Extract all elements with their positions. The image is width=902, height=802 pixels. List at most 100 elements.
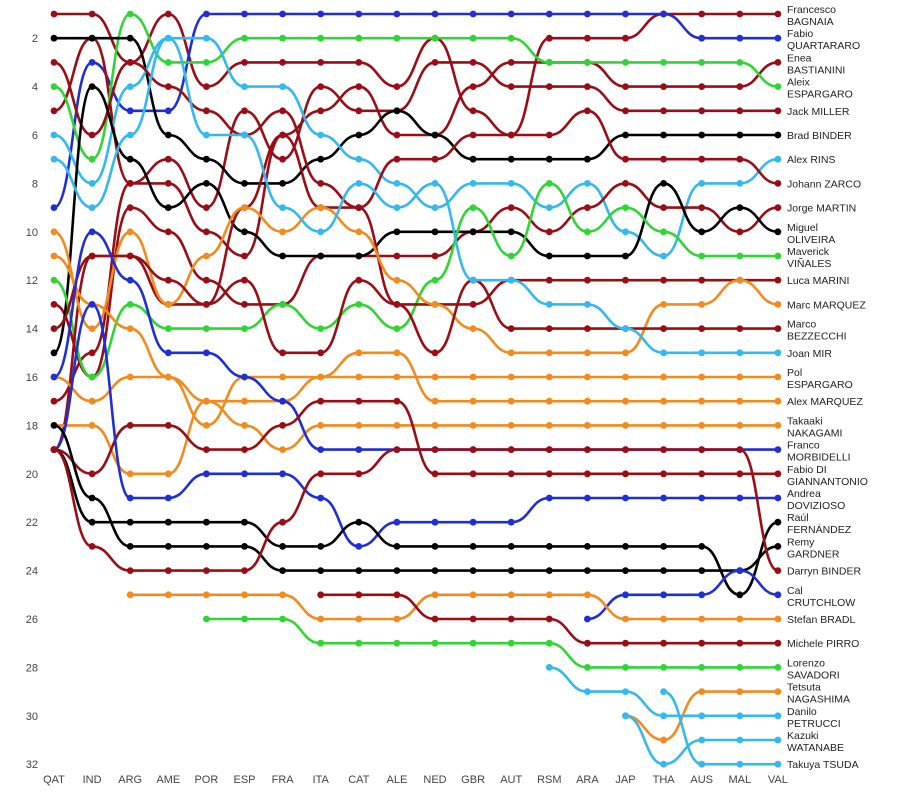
data-point bbox=[736, 252, 744, 260]
data-point bbox=[507, 591, 515, 599]
series-line bbox=[205, 617, 780, 669]
data-point bbox=[469, 10, 477, 18]
data-point bbox=[203, 446, 210, 453]
data-point bbox=[203, 615, 210, 623]
data-point bbox=[469, 59, 477, 66]
data-point bbox=[431, 276, 439, 284]
data-point bbox=[774, 470, 782, 478]
data-point bbox=[126, 518, 134, 526]
rider-label-line: Remy bbox=[787, 536, 815, 548]
data-point bbox=[660, 276, 667, 284]
data-point bbox=[545, 276, 553, 284]
data-point bbox=[393, 83, 401, 90]
data-point bbox=[393, 107, 401, 115]
rider-label-line: Maverick bbox=[787, 246, 830, 258]
data-point bbox=[469, 180, 477, 187]
data-point bbox=[584, 446, 591, 453]
data-point bbox=[622, 59, 629, 66]
data-point bbox=[431, 373, 439, 381]
data-point bbox=[279, 228, 286, 236]
data-point bbox=[774, 83, 782, 90]
data-point bbox=[774, 422, 782, 429]
rider-label-line: NAKAGAMI bbox=[787, 427, 842, 439]
data-point bbox=[660, 10, 667, 18]
data-point bbox=[355, 10, 363, 18]
series bbox=[660, 688, 782, 768]
data-point bbox=[774, 736, 782, 744]
data-point bbox=[584, 325, 591, 332]
rider-label-line: Raúl bbox=[787, 512, 809, 524]
data-point bbox=[736, 639, 744, 647]
data-point bbox=[355, 397, 363, 405]
rider-label-line: GARDNER bbox=[787, 548, 840, 560]
data-point bbox=[584, 276, 591, 284]
data-point bbox=[88, 543, 96, 550]
data-point bbox=[164, 349, 172, 357]
data-point bbox=[774, 204, 782, 212]
data-point bbox=[774, 301, 782, 308]
data-point bbox=[50, 301, 58, 308]
data-point bbox=[317, 252, 325, 260]
data-point bbox=[393, 615, 401, 623]
rider-label-line: Pol bbox=[787, 367, 802, 379]
data-point bbox=[50, 349, 58, 357]
data-point bbox=[317, 639, 325, 647]
data-point bbox=[545, 131, 553, 139]
series-line bbox=[52, 399, 780, 476]
data-point bbox=[736, 204, 744, 212]
rider-label: Pol ESPARGARO bbox=[787, 367, 853, 391]
data-point bbox=[545, 639, 553, 647]
data-point bbox=[507, 543, 515, 550]
rider-label: Fabio QUARTARARO bbox=[787, 28, 860, 52]
rider-label-line: Miguel bbox=[787, 222, 818, 234]
data-point bbox=[279, 422, 286, 429]
data-point bbox=[736, 228, 744, 236]
data-point bbox=[164, 155, 172, 163]
data-point bbox=[317, 155, 325, 163]
data-point bbox=[774, 325, 782, 332]
series-layer bbox=[50, 10, 782, 768]
rider-label: Remy GARDNER bbox=[787, 536, 840, 560]
series-line bbox=[52, 36, 780, 258]
y-tick-label: 20 bbox=[26, 469, 38, 481]
data-point bbox=[736, 397, 744, 405]
data-point bbox=[126, 422, 134, 429]
data-point bbox=[507, 446, 515, 453]
data-point bbox=[126, 107, 134, 115]
rider-label: Fabio DI GIANNANTONIO bbox=[787, 464, 868, 488]
data-point bbox=[660, 591, 667, 599]
rider-label-line: Kazuki bbox=[787, 730, 819, 742]
data-point bbox=[698, 446, 706, 453]
data-point bbox=[622, 34, 629, 42]
data-point bbox=[355, 83, 363, 90]
x-axis: QAT IND ARG AME POR ESP FRA ITA CAT ALE NED GBR AUT R… bbox=[43, 774, 788, 786]
data-point bbox=[660, 615, 667, 623]
data-point bbox=[736, 34, 744, 42]
data-point bbox=[203, 276, 210, 284]
data-point bbox=[584, 470, 591, 478]
rider-label-line: CRUTCHLOW bbox=[787, 597, 855, 609]
data-point bbox=[355, 59, 363, 66]
y-tick-label: 2 bbox=[32, 33, 38, 45]
data-point bbox=[584, 567, 591, 574]
data-point bbox=[164, 591, 172, 599]
rider-label: Takuya TSUDA bbox=[787, 759, 859, 771]
data-point bbox=[698, 34, 706, 42]
rider-label: Johann ZARCO bbox=[787, 178, 861, 190]
data-point bbox=[622, 276, 629, 284]
y-tick-label: 16 bbox=[26, 372, 38, 384]
data-point bbox=[241, 276, 248, 284]
data-point bbox=[660, 470, 667, 478]
data-point bbox=[50, 422, 58, 429]
data-point bbox=[469, 567, 477, 574]
data-point bbox=[88, 422, 96, 429]
data-point bbox=[736, 325, 744, 332]
data-point bbox=[545, 397, 553, 405]
data-point bbox=[584, 688, 591, 695]
rider-label-line: Tetsuta bbox=[787, 682, 821, 694]
data-point bbox=[241, 228, 248, 236]
data-point bbox=[279, 107, 286, 115]
data-point bbox=[393, 397, 401, 405]
data-point bbox=[203, 422, 210, 429]
